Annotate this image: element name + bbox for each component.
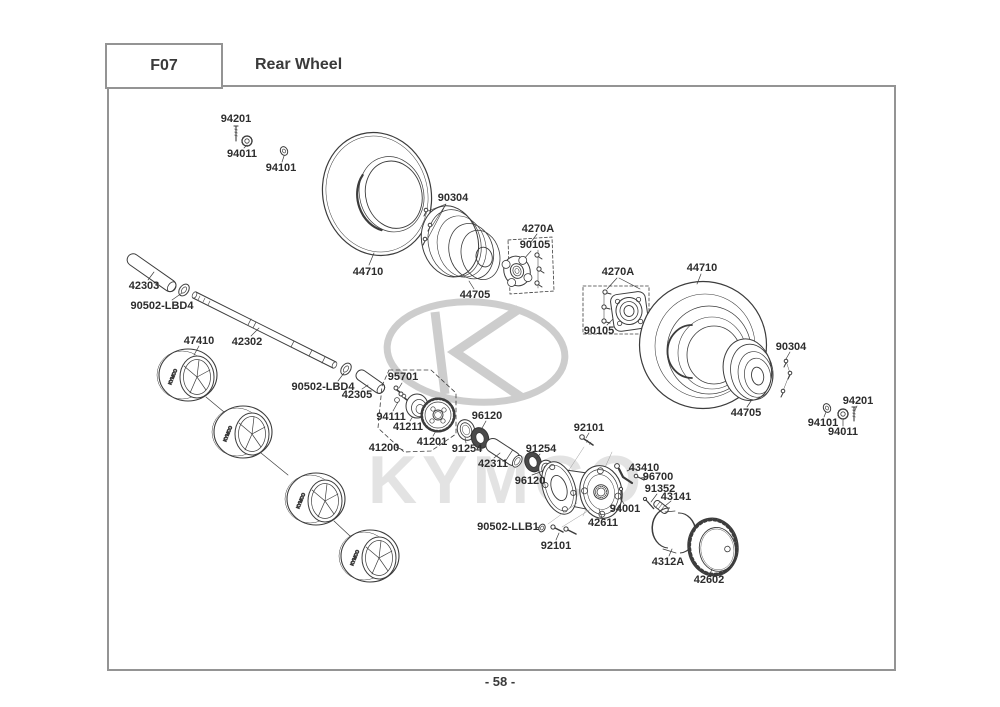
part-label-41200: 41200 (368, 442, 400, 454)
part-label-44705-right: 44705 (730, 407, 762, 419)
part-label-90502-llb1: 90502-LLB1 (477, 521, 539, 533)
seal-96120-left (470, 427, 490, 449)
part-label-90304-right: 90304 (775, 341, 807, 353)
part-label-41211: 41211 (393, 421, 423, 433)
bolt-92101-top (579, 432, 594, 446)
part-label-94101-left: 94101 (265, 162, 297, 174)
page-title: Rear Wheel (255, 56, 343, 73)
watermark-logo (383, 298, 569, 406)
assembly-41200 (377, 369, 457, 453)
part-label-4312a: 4312A (651, 556, 685, 568)
part-label-94101-right: 94101 (807, 417, 839, 429)
axle-washer-2 (340, 362, 352, 376)
part-label-44705-left: 44705 (459, 289, 491, 301)
part-label-95701: 95701 (387, 371, 419, 383)
part-label-4270a-right: 4270A (601, 266, 635, 278)
part-label-42311: 42311 (478, 458, 508, 470)
part-label-43410: 43410 (628, 462, 660, 474)
spring-91352 (642, 493, 658, 510)
part-label-91352: 91352 (644, 483, 676, 495)
part-label-94001: 94001 (609, 503, 641, 515)
tire-left (321, 131, 433, 257)
part-label-90502-lbd4-1: 90502-LBD4 (130, 300, 194, 312)
rim-right (722, 338, 774, 402)
axle-sleeve-42303 (126, 253, 177, 293)
washer-right (822, 403, 832, 413)
part-label-94111: 94111 (376, 411, 406, 423)
part-label-44710-right: 44710 (686, 262, 718, 274)
bolts-92101-bottom (535, 502, 592, 541)
part-label-94011-right: 94011 (828, 426, 858, 438)
part-label-90304-left: 90304 (437, 192, 469, 204)
spacer-42311 (485, 437, 523, 468)
page-number: - 58 - (484, 674, 516, 689)
bearing-leaders (464, 420, 544, 476)
hubcap-3 (284, 472, 346, 526)
part-label-96700: 96700 (642, 471, 674, 483)
part-label-42302: 42302 (231, 336, 263, 348)
valve-cap-right (837, 408, 849, 420)
brake-shoes-4312a (651, 507, 697, 557)
valve-screws-left (422, 203, 447, 246)
axle-shaft-42302 (191, 291, 338, 369)
part-label-91254-2: 91254 (525, 443, 557, 455)
part-label-91254-1: 91254 (451, 443, 483, 455)
section-code-box: F07 (105, 43, 223, 89)
brake-arm-43410 (614, 463, 634, 485)
part-label-42611: 42611 (588, 517, 618, 529)
diagram-frame (107, 85, 896, 671)
bearing-91254-left (456, 419, 476, 441)
part-label-92101-bottom: 92101 (540, 540, 572, 552)
part-label-94011-left: 94011 (227, 148, 257, 160)
brake-drum-42602 (687, 517, 739, 577)
leader-lines (147, 252, 752, 408)
part-label-90502-lbd4-2: 90502-LBD4 (291, 381, 355, 393)
part-label-43141: 43141 (660, 491, 692, 503)
drum-leader (709, 568, 713, 575)
part-label-42305: 42305 (341, 389, 373, 401)
part-label-92101-top: 92101 (573, 422, 605, 434)
part-label-94201-right: 94201 (842, 395, 874, 407)
misc-leaders (598, 500, 672, 519)
part-label-42602: 42602 (693, 574, 725, 586)
part-label-47410: 47410 (183, 335, 215, 347)
part-label-96120-1: 96120 (471, 410, 503, 422)
axle-sleeve-42305 (355, 369, 386, 394)
hubcap-4 (338, 529, 400, 583)
hubcap-1 (156, 348, 218, 402)
valve-screws-right (780, 351, 793, 398)
part-label-41201: 41201 (416, 436, 448, 448)
part-label-90105-left: 90105 (519, 239, 551, 251)
part-label-44710-left: 44710 (352, 266, 384, 278)
hubcap-2 (211, 405, 273, 459)
valve-core-top-left (233, 125, 239, 142)
axle-washer-1 (178, 283, 190, 297)
valve-core-right (823, 405, 858, 427)
part-label-96120-2: 96120 (514, 475, 546, 487)
part-label-94201-left: 94201 (220, 113, 252, 125)
hub-plate-left-group (501, 233, 555, 295)
part-label-90105-right: 90105 (583, 325, 615, 337)
part-label-4270a-left: 4270A (521, 223, 555, 235)
washer-90502-llb1 (538, 523, 546, 533)
hubcap-chain-line (205, 396, 351, 537)
pin-96700 (633, 473, 648, 481)
valve-cap-top-left (241, 135, 285, 163)
washer-top-left (279, 146, 289, 156)
pin-94001 (618, 486, 625, 505)
part-label-42303: 42303 (128, 280, 160, 292)
